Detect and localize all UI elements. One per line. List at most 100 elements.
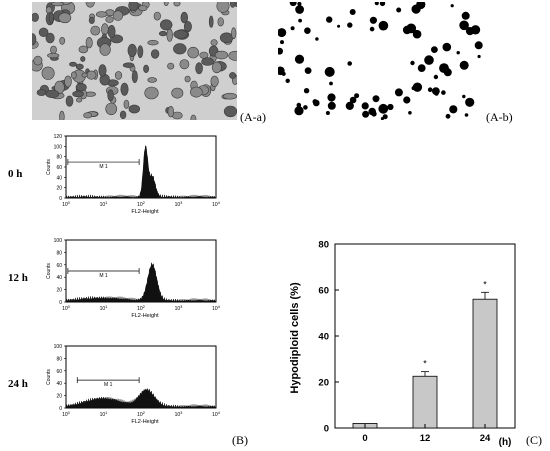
y-tick-label: 60 <box>56 263 62 269</box>
y-tick-label: 20 <box>56 394 62 400</box>
time-label-12h: 12 h <box>8 272 28 284</box>
cell-blob <box>128 104 141 114</box>
cell-blob <box>114 71 123 80</box>
cell-dot <box>396 7 402 13</box>
cell-dot <box>304 27 311 34</box>
cell-dot <box>443 68 452 77</box>
cell-dot <box>465 97 475 107</box>
cell-dot <box>459 60 469 70</box>
y-tick-label: 100 <box>54 344 63 350</box>
cell-blob <box>223 92 237 100</box>
cell-dot <box>327 101 336 110</box>
cell-blob <box>69 61 77 67</box>
cell-dot <box>303 88 310 94</box>
cell-dot <box>410 60 415 66</box>
cell-blob <box>167 105 175 118</box>
cell-dot <box>354 93 360 99</box>
x-tick-label: 103 <box>175 200 184 208</box>
y-tick-label: 0 <box>324 424 329 435</box>
cell-blob <box>45 32 55 44</box>
y-tick-label: 120 <box>54 134 63 140</box>
cell-dot <box>411 86 416 91</box>
cell-blob <box>33 55 43 66</box>
cell-blob <box>58 12 72 24</box>
time-label-0h: 0 h <box>8 168 23 180</box>
x-tick-label: 100 <box>62 304 71 312</box>
x-tick-label: 0 <box>362 433 367 444</box>
cell-dot <box>362 110 370 118</box>
cell-dot <box>327 93 336 102</box>
cell-dot <box>304 67 312 74</box>
panel-label-a-a: (A-a) <box>240 110 266 124</box>
cell-blob <box>107 24 116 38</box>
cell-dot <box>329 81 333 86</box>
cell-blob <box>54 80 65 94</box>
cell-dot <box>285 78 290 84</box>
cell-dot <box>412 29 422 39</box>
cell-blob <box>128 2 139 11</box>
cell-blob <box>179 59 190 70</box>
cell-blob <box>59 36 66 45</box>
cell-blob <box>90 25 101 36</box>
cell-blob <box>64 75 72 88</box>
cell-dot <box>412 82 423 92</box>
cell-dot <box>459 20 469 31</box>
cell-dot <box>462 94 466 99</box>
cell-blob <box>160 19 173 31</box>
cell-blob <box>208 15 214 28</box>
cell-blob <box>48 12 54 24</box>
cell-blob <box>184 75 191 83</box>
cell-blob <box>167 62 175 70</box>
histogram-24h: 0 20 40 60 80 100 100 101 102 103 104 FL2-Height Cou… <box>46 344 221 425</box>
cell-blob <box>122 62 135 68</box>
cell-dot <box>289 2 297 7</box>
cell-blob <box>75 83 87 92</box>
cell-dot <box>337 24 341 28</box>
y-tick-label: 0 <box>59 406 62 412</box>
cell-blob <box>120 82 129 96</box>
cell-blob <box>231 27 237 40</box>
cell-blob <box>210 75 219 87</box>
cell-dot <box>347 22 353 28</box>
cell-blob <box>83 112 93 119</box>
cell-dot <box>449 105 458 114</box>
cell-dot <box>445 113 451 119</box>
y-tick-label: 80 <box>56 356 62 362</box>
cell-blob <box>201 57 214 66</box>
cell-dot <box>379 2 386 7</box>
bar <box>412 375 438 429</box>
cell-blob <box>173 29 188 39</box>
cell-dot <box>374 2 379 6</box>
x-tick-label: 101 <box>100 304 109 312</box>
cell-blob <box>75 63 84 70</box>
cell-dot <box>278 28 287 38</box>
micrograph-b <box>278 2 483 120</box>
cell-blob <box>127 43 137 57</box>
x-axis-label: FL2-Height <box>131 419 159 425</box>
cell-dot <box>465 27 475 36</box>
cell-blob <box>187 46 199 59</box>
cell-dot <box>290 26 295 31</box>
cell-dot <box>369 26 375 32</box>
cell-dot <box>387 103 394 111</box>
cell-blob <box>65 95 74 107</box>
x-tick-label: 103 <box>175 410 184 418</box>
cell-blob <box>229 2 236 8</box>
cell-blob <box>107 89 114 102</box>
cell-dot <box>361 102 369 110</box>
cell-blob <box>78 45 89 54</box>
x-unit-label: (h) <box>499 437 512 448</box>
cell-blob <box>32 33 37 46</box>
cell-blob <box>229 72 237 79</box>
cell-blob <box>112 10 124 21</box>
cell-blob <box>95 11 108 18</box>
significance-marker: * <box>423 359 427 369</box>
cell-blob <box>143 64 149 74</box>
x-tick-label: 102 <box>137 304 146 312</box>
y-tick-label: 100 <box>54 144 63 150</box>
cell-blob <box>190 86 203 98</box>
cell-blob <box>85 2 95 8</box>
cell-dot <box>278 47 283 55</box>
cell-dot <box>325 111 330 115</box>
y-tick-label: 80 <box>56 250 62 256</box>
